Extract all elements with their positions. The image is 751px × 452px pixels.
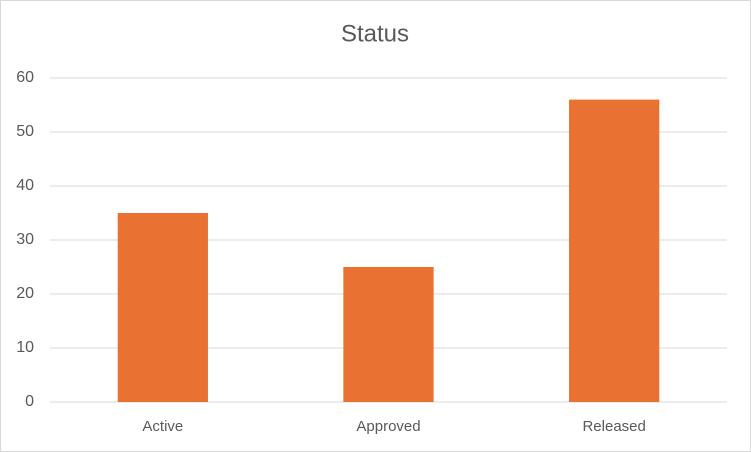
chart-title: Status — [341, 20, 409, 47]
y-tick-label: 20 — [16, 285, 34, 302]
x-tick-label: Active — [142, 418, 183, 435]
y-tick-label: 50 — [16, 123, 34, 140]
y-tick-label: 10 — [16, 339, 34, 356]
bar — [117, 213, 208, 402]
y-tick-label: 30 — [16, 231, 34, 248]
x-tick-label: Released — [582, 418, 645, 435]
y-tick-label: 60 — [16, 69, 34, 86]
bar — [343, 267, 434, 402]
bar — [569, 99, 660, 402]
y-tick-label: 40 — [16, 177, 34, 194]
x-tick-label: Approved — [356, 418, 420, 435]
y-tick-label: 0 — [25, 393, 34, 410]
